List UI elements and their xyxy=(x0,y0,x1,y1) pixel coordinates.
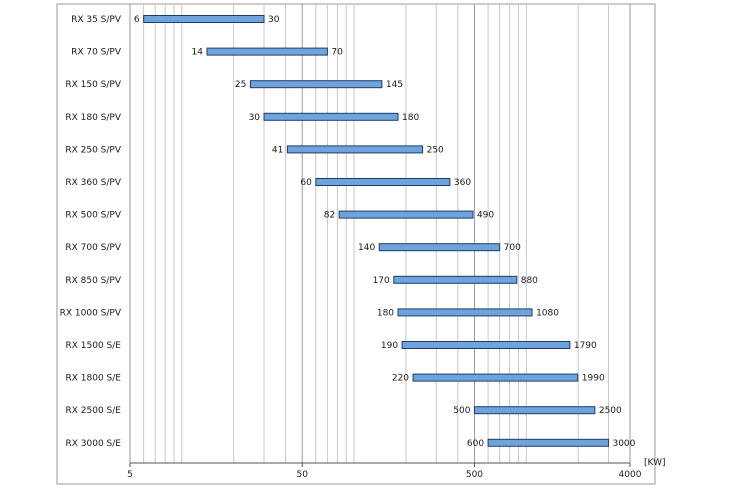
category-label: RX 1000 S/PV xyxy=(60,308,122,318)
range-min-label: 600 xyxy=(467,439,484,449)
range-bar xyxy=(249,80,383,89)
range-bar xyxy=(401,341,571,349)
range-min-label: 41 xyxy=(272,145,283,155)
range-max-label: 1990 xyxy=(582,374,605,384)
x-tick-label: 500 xyxy=(466,470,483,480)
range-bar xyxy=(338,210,474,219)
category-label: RX 360 S/PV xyxy=(65,178,121,188)
range-bar xyxy=(315,178,451,186)
range-min-label: 190 xyxy=(381,341,398,351)
range-max-label: 1790 xyxy=(574,341,597,351)
category-label: RX 35 S/PV xyxy=(71,15,122,25)
category-label: RX 850 S/PV xyxy=(65,276,121,286)
range-max-label: 2500 xyxy=(599,406,622,416)
range-min-label: 170 xyxy=(373,276,390,286)
range-min-label: 14 xyxy=(192,48,204,58)
range-bar xyxy=(286,145,424,154)
range-min-label: 180 xyxy=(377,308,394,318)
range-bar xyxy=(393,275,518,284)
range-bar xyxy=(397,308,533,317)
range-min-label: 60 xyxy=(300,178,312,188)
category-label: RX 180 S/PV xyxy=(65,113,121,123)
category-label: RX 70 S/PV xyxy=(71,48,122,58)
range-bar xyxy=(206,47,328,56)
range-bar xyxy=(412,373,579,382)
range-bar xyxy=(143,15,265,23)
category-label: RX 1500 S/E xyxy=(66,341,122,351)
range-min-label: 82 xyxy=(324,211,335,221)
grid xyxy=(129,4,631,463)
unit-label: [KW] xyxy=(644,458,666,468)
range-min-label: 500 xyxy=(453,406,470,416)
range-max-label: 880 xyxy=(521,276,538,286)
category-label: RX 2500 S/E xyxy=(66,406,122,416)
category-label: RX 700 S/PV xyxy=(65,243,121,253)
range-max-label: 3000 xyxy=(612,439,635,449)
range-max-label: 1080 xyxy=(536,308,559,318)
x-tick-label: 5 xyxy=(127,470,133,480)
range-bar xyxy=(378,243,501,252)
range-max-label: 360 xyxy=(454,178,471,188)
category-label: RX 500 S/PV xyxy=(65,211,121,221)
range-max-label: 70 xyxy=(331,48,343,58)
range-min-label: 6 xyxy=(134,15,140,25)
x-tick-label: 4000 xyxy=(619,470,642,480)
range-max-label: 250 xyxy=(427,145,444,155)
category-label: RX 1800 S/E xyxy=(66,374,122,384)
range-bar xyxy=(473,406,596,415)
range-bar xyxy=(487,438,609,447)
category-label: RX 250 S/PV xyxy=(65,145,121,155)
range-bar xyxy=(263,112,399,121)
x-tick-label: 50 xyxy=(297,470,309,480)
range-min-label: 30 xyxy=(249,113,261,123)
x-axis: 5 50 500 4000 xyxy=(127,462,642,480)
range-min-label: 220 xyxy=(392,374,409,384)
rows: RX 35 S/PV 6 30 RX 70 S/PV 14 70 RX 150 S/PV 25… xyxy=(60,15,636,449)
range-min-label: 25 xyxy=(235,80,246,90)
range-max-label: 490 xyxy=(477,211,494,221)
category-label: RX 3000 S/E xyxy=(66,439,122,449)
outer-frame xyxy=(56,3,656,485)
range-max-label: 145 xyxy=(386,80,403,90)
range-max-label: 700 xyxy=(504,243,521,253)
range-min-label: 140 xyxy=(358,243,375,253)
range-max-label: 180 xyxy=(402,113,419,123)
category-label: RX 150 S/PV xyxy=(65,80,121,90)
range-max-label: 30 xyxy=(268,15,280,25)
